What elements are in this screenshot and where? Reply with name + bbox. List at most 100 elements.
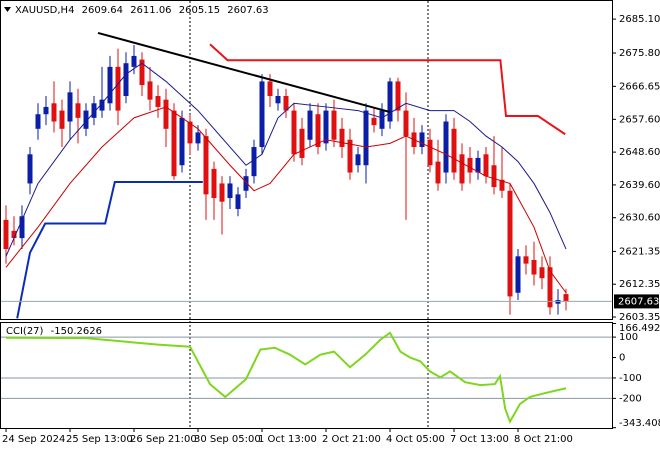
candle-body bbox=[187, 121, 193, 144]
y-tick-label: 2685.10 bbox=[619, 14, 660, 25]
candle-body bbox=[27, 154, 33, 184]
candle-body bbox=[195, 132, 201, 144]
candle-body bbox=[491, 165, 497, 188]
y-tick-label: 2612.35 bbox=[619, 279, 660, 290]
candle-body bbox=[299, 128, 305, 158]
cci-title: CCI(27) bbox=[6, 326, 44, 337]
cci-tick-label: -100 bbox=[619, 373, 642, 384]
menu-icon bbox=[4, 7, 11, 12]
price-label: 2607.63 bbox=[618, 296, 659, 307]
candle-body bbox=[107, 66, 113, 104]
candle-body bbox=[363, 110, 369, 166]
candle-body bbox=[347, 139, 353, 173]
overlay-line bbox=[5, 62, 567, 257]
x-tick-label: 26 Sep 21:00 bbox=[130, 434, 197, 445]
overlay-line bbox=[16, 180, 203, 319]
candle-body bbox=[291, 110, 297, 155]
symbol: XAUUSD,H4 bbox=[15, 5, 74, 16]
candle-body bbox=[379, 110, 385, 129]
candle-body bbox=[467, 157, 473, 173]
candle-body bbox=[267, 81, 273, 97]
high: 2611.06 bbox=[130, 5, 171, 16]
candle-body bbox=[315, 114, 321, 148]
candle-body bbox=[251, 147, 257, 177]
low: 2605.15 bbox=[179, 5, 220, 16]
cci-value: -150.2626 bbox=[51, 326, 102, 337]
cci-tick-label: -200 bbox=[619, 393, 642, 404]
y-tick-label: 2666.65 bbox=[619, 81, 660, 92]
x-tick-label: 7 Oct 13:00 bbox=[450, 434, 509, 445]
candle-body bbox=[459, 154, 465, 184]
candle-body bbox=[43, 106, 49, 115]
candle-body bbox=[123, 63, 129, 97]
candle-body bbox=[539, 267, 545, 279]
candle-body bbox=[203, 136, 209, 195]
candle-body bbox=[83, 110, 89, 129]
candle-body bbox=[531, 259, 537, 275]
candle-body bbox=[395, 81, 401, 111]
candle-body bbox=[67, 92, 73, 122]
candle-body bbox=[547, 267, 553, 308]
candle-body bbox=[147, 81, 153, 100]
candle-body bbox=[227, 183, 233, 199]
candle-body bbox=[371, 117, 377, 126]
y-tick-label: 2657.60 bbox=[619, 114, 660, 125]
x-tick-label: 30 Sep 05:00 bbox=[194, 434, 261, 445]
y-tick-label: 2630.60 bbox=[619, 213, 660, 224]
close: 2607.63 bbox=[227, 5, 268, 16]
candle-body bbox=[435, 161, 441, 184]
candle-body bbox=[59, 110, 65, 129]
candle-body bbox=[515, 256, 521, 293]
candle-body bbox=[323, 110, 329, 144]
candle-body bbox=[259, 81, 265, 148]
cci-header: CCI(27) -150.2626 bbox=[6, 326, 102, 337]
cci-line bbox=[5, 331, 567, 425]
candle-body bbox=[507, 190, 513, 297]
x-tick-label: 4 Oct 05:00 bbox=[386, 434, 445, 445]
candle-body bbox=[387, 81, 393, 122]
candle-body bbox=[211, 168, 217, 199]
candle-body bbox=[179, 117, 185, 166]
y-tick-label: 2639.60 bbox=[619, 180, 660, 191]
candle-body bbox=[475, 157, 481, 173]
x-tick-label: 1 Oct 13:00 bbox=[258, 434, 317, 445]
candle-body bbox=[283, 96, 289, 111]
candle-body bbox=[35, 114, 41, 129]
candle-body bbox=[75, 103, 81, 118]
y-tick-label: 2648.60 bbox=[619, 147, 660, 158]
candle-body bbox=[155, 96, 161, 107]
candle-body bbox=[51, 103, 57, 122]
main-panel bbox=[0, 0, 613, 320]
candle-body bbox=[235, 194, 241, 209]
overlay-line bbox=[209, 43, 566, 136]
cci-tick-label: 166.4927 bbox=[619, 323, 660, 334]
y-tick-label: 2675.80 bbox=[619, 48, 660, 59]
cci-tick-label: 0 bbox=[619, 353, 625, 364]
candle-body bbox=[339, 128, 345, 148]
x-tick-label: 24 Sep 2024 bbox=[2, 434, 65, 445]
open: 2609.64 bbox=[82, 5, 123, 16]
candle-body bbox=[115, 66, 121, 111]
candle-body bbox=[451, 128, 457, 173]
candle-body bbox=[307, 110, 313, 140]
x-tick-label: 25 Sep 13:00 bbox=[66, 434, 133, 445]
y-tick-label: 2621.35 bbox=[619, 246, 660, 257]
candle-body bbox=[3, 219, 9, 250]
overlay-line bbox=[97, 32, 391, 114]
y-tick-label: 2603.35 bbox=[619, 312, 660, 323]
candle-body bbox=[171, 110, 177, 177]
candle-body bbox=[427, 139, 433, 166]
candle-body bbox=[331, 110, 337, 140]
header: XAUUSD,H4 2609.64 2611.06 2605.15 2607.6… bbox=[15, 5, 269, 16]
x-tick-label: 8 Oct 21:00 bbox=[514, 434, 573, 445]
candle-body bbox=[563, 294, 569, 302]
candle-body bbox=[523, 256, 529, 264]
candle-body bbox=[275, 96, 281, 104]
cci-tick-label: 100 bbox=[619, 332, 638, 343]
x-tick-label: 2 Oct 21:00 bbox=[322, 434, 381, 445]
candle-body bbox=[419, 132, 425, 148]
cci-panel bbox=[0, 322, 613, 429]
candle-body bbox=[19, 216, 25, 239]
